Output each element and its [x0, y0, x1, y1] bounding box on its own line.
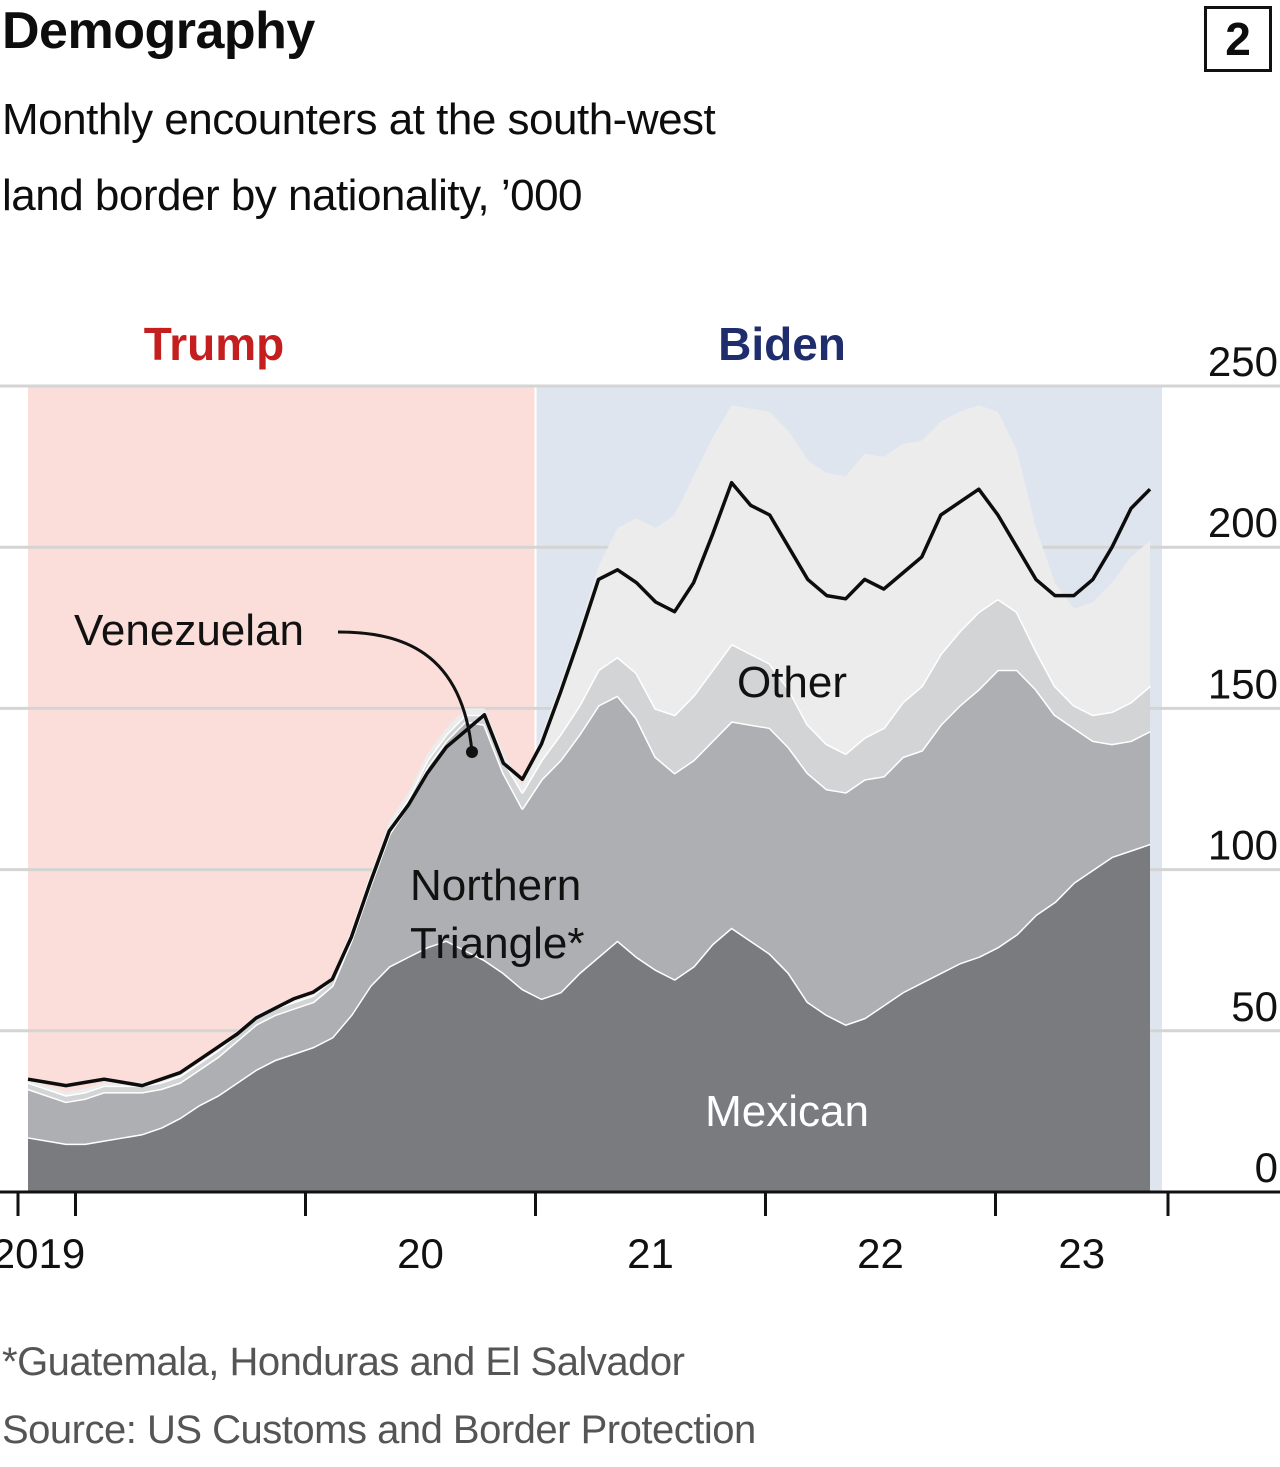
subtitle-line-2: land border by nationality, ’000	[2, 171, 583, 220]
period-label-trump: Trump	[144, 318, 285, 370]
area-other	[28, 405, 1150, 1096]
chart-number-badge: 2	[1204, 6, 1272, 72]
period-label-biden: Biden	[718, 318, 846, 370]
area-venezuelan	[28, 598, 1150, 1102]
series-label-northern-triangle-line-2: Triangle*	[410, 919, 584, 968]
chart-title: Demography	[2, 2, 315, 60]
venezuelan-callout-line	[337, 630, 474, 753]
x-tick-label-22: 22	[857, 1230, 904, 1277]
y-tick-label-200: 200	[1208, 499, 1278, 546]
y-tick-label-0: 0	[1255, 1144, 1278, 1191]
y-tick-label-50: 50	[1231, 983, 1278, 1030]
chart-footnote: *Guatemala, Honduras and El Salvador	[2, 1340, 685, 1384]
series-label-northern-triangle-line-1: Northern	[410, 861, 581, 910]
x-tick-label-20: 20	[397, 1230, 444, 1277]
stacked-areas	[27, 405, 1152, 1192]
series-label-other: Other	[737, 658, 847, 707]
series-labels: Trump Biden Other Northern Triangle* Mex…	[74, 318, 869, 1136]
series-label-venezuelan: Venezuelan	[74, 606, 304, 655]
y-tick-label-250: 250	[1208, 338, 1278, 385]
x-tick-label-21: 21	[627, 1230, 674, 1277]
area-northern-triangle	[28, 669, 1150, 1144]
y-axis-tick-labels: 0 50 100 150 200 250	[1208, 338, 1278, 1191]
total-line	[27, 480, 1152, 1088]
x-tick-label-2019: 2019	[0, 1230, 85, 1277]
x-tick-label-23: 23	[1058, 1230, 1105, 1277]
stacked-area-chart: 2019 20 21 22 23 0 50 100 150 200 250 Trump Biden…	[0, 318, 1280, 1277]
chart-source: Source: US Customs and Border Protection	[2, 1408, 756, 1452]
x-axis: 2019 20 21 22 23	[0, 1190, 1280, 1277]
venezuelan-callout-dot	[466, 746, 478, 758]
subtitle-line-1: Monthly encounters at the south-west	[2, 95, 716, 144]
series-label-mexican: Mexican	[705, 1087, 869, 1136]
y-tick-label-100: 100	[1208, 822, 1278, 869]
area-mexican	[28, 843, 1150, 1192]
y-tick-label-150: 150	[1208, 660, 1278, 707]
chart-subtitle: Monthly encounters at the south-west lan…	[2, 82, 902, 234]
